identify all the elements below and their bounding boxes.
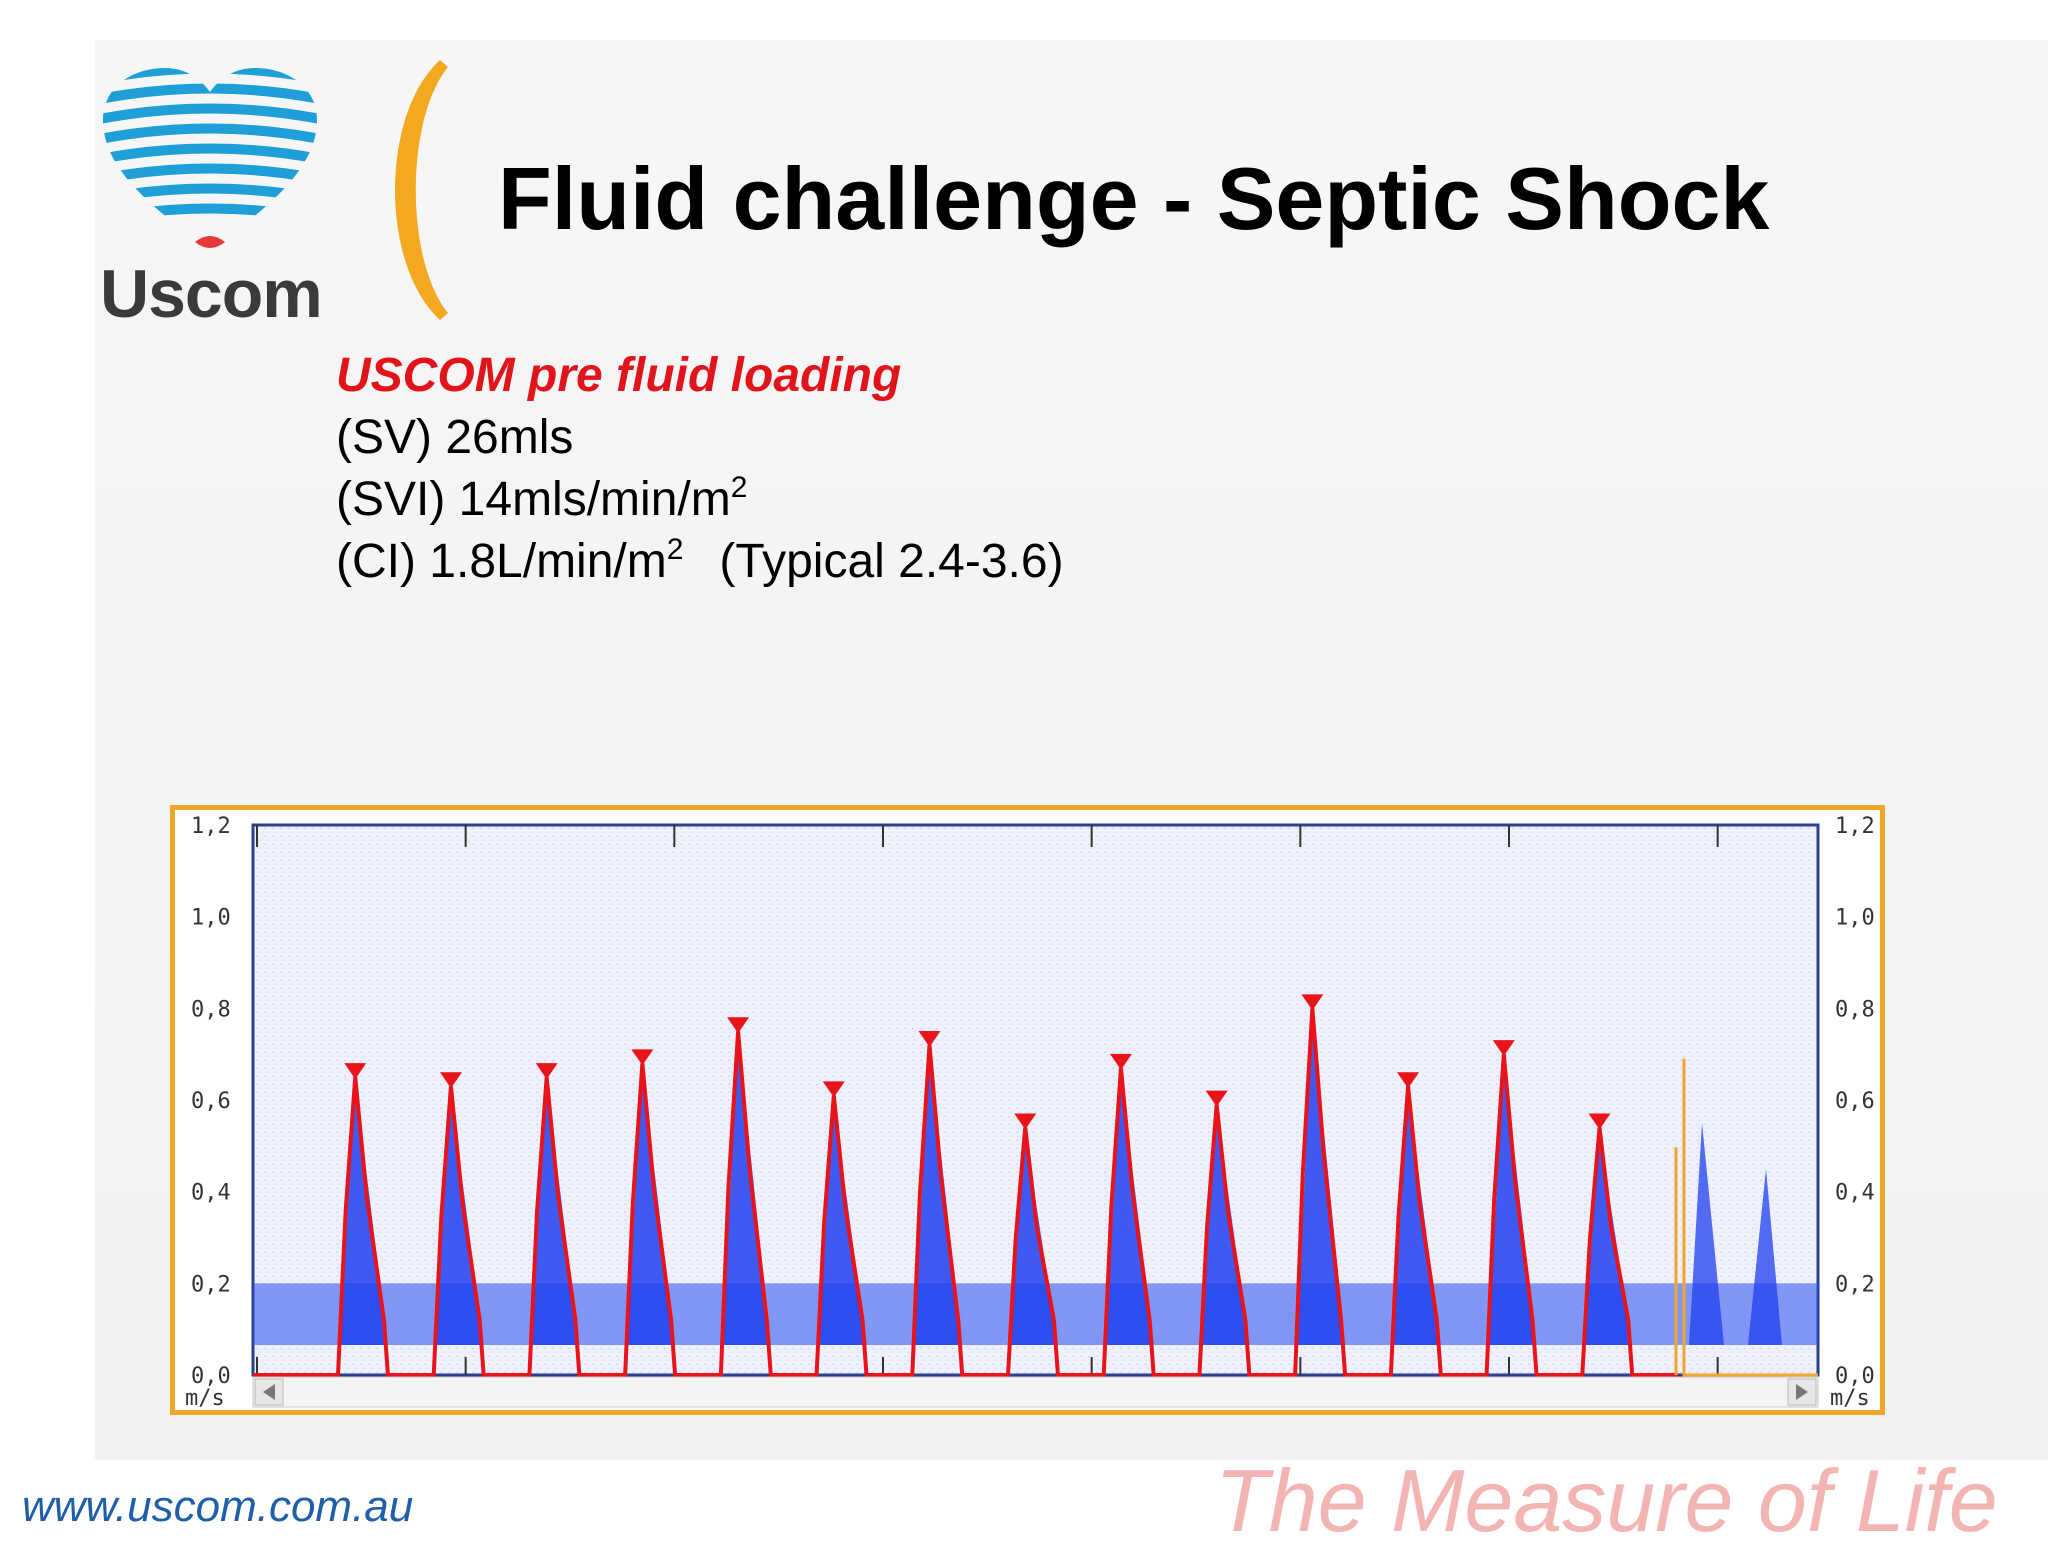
doppler-chart: 0,0 0,2 0,4 0,6 0,8 1,0 1,2 0,0 0,2 0,4 0,6 0,8 1,0… (170, 805, 1885, 1415)
doppler-envelope (1748, 1168, 1782, 1345)
stats-heading: USCOM pre fluid loading (336, 349, 902, 402)
y-tick-label-right: 0,6 (1835, 1089, 1875, 1114)
y-tick-label-right: 1,2 (1835, 814, 1875, 839)
stat-ci: (CI) 1.8L/min/m2 (Typical 2.4-3.6) (336, 531, 1064, 593)
heart-signal-icon (103, 68, 317, 248)
peak-marker (631, 1049, 654, 1066)
scroll-left-button[interactable] (254, 1378, 284, 1406)
y-tick-label-left: 0,4 (191, 1181, 231, 1206)
peak-marker (535, 1063, 558, 1080)
y-tick-label-right: 0,4 (1835, 1181, 1875, 1206)
peak-marker (918, 1031, 941, 1047)
peak-marker (1109, 1053, 1132, 1070)
y-tick-label-right: 0,8 (1835, 997, 1875, 1022)
stat-svi-sup: 2 (730, 471, 748, 504)
peak-marker (1492, 1040, 1515, 1057)
peak-marker (822, 1081, 845, 1098)
peak-marker (344, 1063, 367, 1080)
stat-svi: (SVI) 14mls/min/m2 (336, 469, 1064, 531)
bracket-decoration (395, 60, 448, 320)
y-tick-label-left: 0,0 (191, 1364, 231, 1389)
y-tick-label-left: 0,6 (191, 1089, 231, 1114)
peak-marker (727, 1017, 750, 1034)
page-title: Fluid challenge - Septic Shock (498, 149, 1770, 248)
unit-label-right: m/s (1830, 1386, 1870, 1410)
stat-svi-text: (SVI) 14mls/min/m (336, 473, 731, 526)
y-tick-label-left: 1,0 (191, 906, 231, 931)
doppler-chart-svg: 0,0 0,2 0,4 0,6 0,8 1,0 1,2 0,0 0,2 0,4 0,6 0,8 1,0… (185, 814, 1875, 1410)
y-tick-label-right: 1,0 (1835, 906, 1875, 931)
stat-ci-sup: 2 (666, 533, 684, 566)
y-tick-label-left: 0,2 (191, 1272, 231, 1297)
footer-url-link[interactable]: www.uscom.com.au (22, 1482, 414, 1531)
peak-marker (1588, 1113, 1611, 1130)
peak-marker (1397, 1072, 1420, 1089)
stat-ci-typical: (Typical 2.4-3.6) (719, 535, 1064, 588)
tagline: The Measure of Life (1215, 1451, 1998, 1550)
y-axis-right: 0,0 0,2 0,4 0,6 0,8 1,0 1,2 (1835, 814, 1875, 1389)
y-tick-label-right: 0,0 (1835, 1364, 1875, 1389)
y-tick-label-right: 0,2 (1835, 1272, 1875, 1297)
trailing-marker (1674, 1058, 1818, 1377)
y-tick-label-left: 0,8 (191, 997, 231, 1022)
peak-marker (1301, 994, 1324, 1011)
logo-text: Uscom (100, 256, 323, 332)
x-ticks (256, 825, 1719, 1375)
peak-marker (1014, 1113, 1037, 1130)
y-tick-label-left: 1,2 (191, 814, 231, 839)
scroll-right-button[interactable] (1787, 1378, 1817, 1406)
velocity-trace (253, 1008, 1678, 1377)
peak-marker (439, 1072, 462, 1089)
peak-markers (344, 994, 1611, 1130)
unit-label-left: m/s (185, 1386, 225, 1410)
peak-marker (1205, 1090, 1228, 1107)
horizontal-scrollbar[interactable] (252, 1376, 1819, 1408)
stat-sv: (SV) 26mls (336, 411, 574, 464)
stat-ci-text: (CI) 1.8L/min/m (336, 535, 667, 588)
doppler-envelope (1689, 1122, 1724, 1345)
y-axis-left: 0,0 0,2 0,4 0,6 0,8 1,0 1,2 (191, 814, 231, 1389)
stats-block: USCOM pre fluid loading (SV) 26mls (SVI)… (336, 345, 1064, 593)
